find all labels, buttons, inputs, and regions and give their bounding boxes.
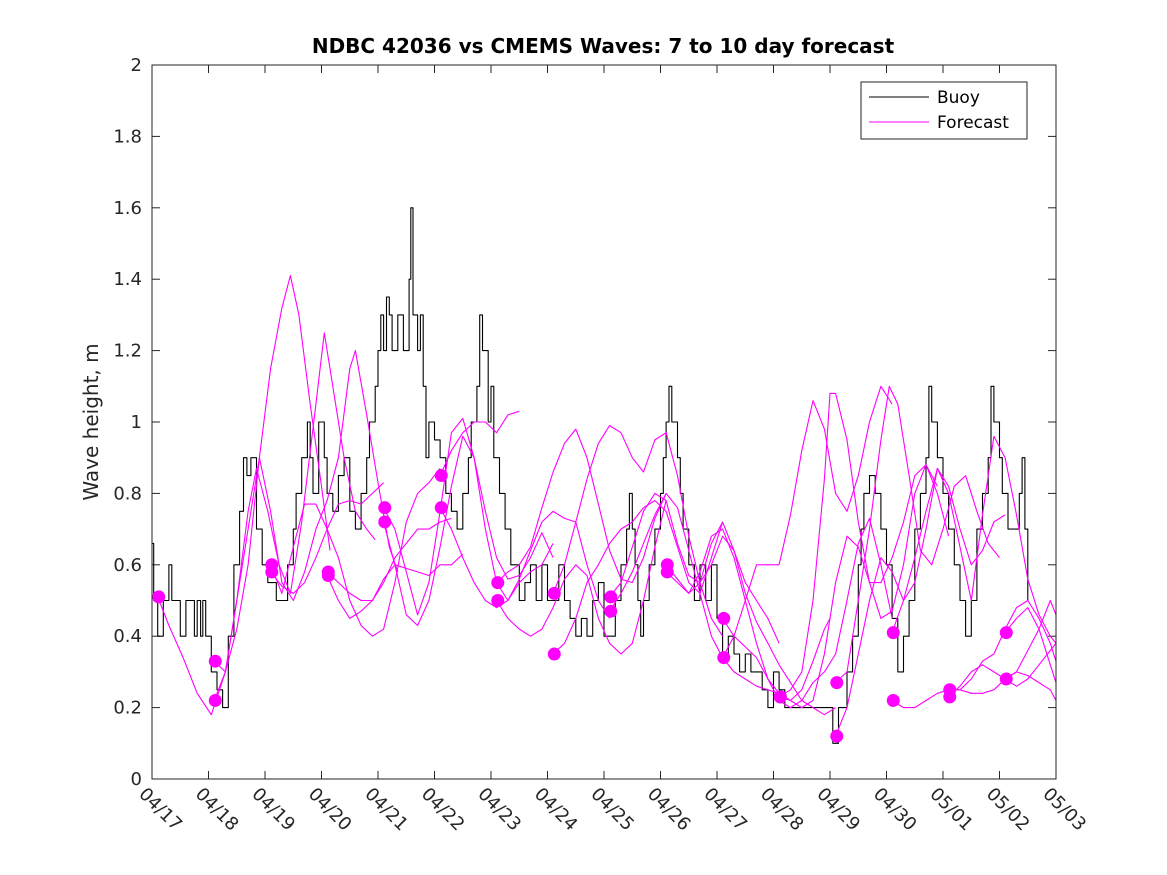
y-tick-labels: 0 0.2 0.4 0.6 0.8 1 1.2 1.4 1.6 1.8 2	[113, 55, 142, 790]
forecast-series-line	[496, 500, 667, 655]
forecast-start-marker	[943, 690, 957, 704]
forecast-series-line	[552, 425, 724, 637]
forecast-start-marker	[547, 647, 561, 661]
y-tick-label: 0.8	[113, 483, 142, 504]
forecast-start-marker	[717, 651, 731, 665]
forecast-start-markers	[152, 469, 1013, 743]
forecast-series-line	[213, 350, 399, 673]
forecast-series-line	[383, 435, 554, 627]
forecast-series-line	[1004, 607, 1056, 683]
forecast-series-line	[722, 385, 893, 658]
forecast-series-line	[609, 492, 780, 644]
forecast-series-line	[891, 671, 1056, 709]
forecast-start-marker	[434, 501, 448, 515]
chart-title: NDBC 42036 vs CMEMS Waves: 7 to 10 day f…	[312, 34, 895, 58]
forecast-series-line	[439, 507, 611, 619]
forecast-start-marker	[491, 594, 505, 607]
forecast-start-marker	[604, 590, 618, 604]
plot-area	[151, 64, 1057, 780]
forecast-start-marker	[265, 565, 279, 579]
y-tick-label: 1.8	[113, 126, 142, 147]
forecast-start-marker	[717, 611, 731, 625]
y-axis-label: Wave height, m	[79, 343, 103, 500]
forecast-series-line	[213, 332, 376, 701]
forecast-start-marker	[773, 690, 787, 704]
forecast-start-marker	[434, 469, 448, 483]
legend-buoy-label: Buoy	[937, 88, 980, 108]
forecast-series-line	[157, 275, 331, 716]
y-tick-label: 1	[131, 412, 142, 433]
forecast-start-marker	[208, 693, 222, 707]
y-tick-label: 2	[131, 55, 142, 76]
forecast-series-line	[270, 468, 441, 637]
forecast-series-line	[496, 428, 667, 584]
forecast-series-line	[722, 517, 893, 709]
forecast-start-marker	[830, 676, 844, 690]
legend-box	[860, 81, 1028, 140]
forecast-start-marker	[208, 654, 222, 668]
forecast-start-marker	[547, 586, 561, 600]
y-tick-label: 1.6	[113, 198, 142, 219]
y-tick-label: 0	[131, 769, 142, 790]
y-tick-label: 0.6	[113, 555, 142, 576]
forecast-start-marker	[886, 626, 900, 640]
forecast-series-line	[891, 435, 1056, 644]
forecast-start-marker	[660, 565, 674, 579]
y-tick-label: 0.2	[113, 698, 142, 719]
forecast-series-line	[835, 385, 1000, 684]
forecast-start-marker	[378, 501, 392, 515]
forecast-series-line	[778, 392, 938, 698]
legend-forecast-label: Forecast	[937, 113, 1009, 133]
forecast-series-line	[665, 528, 831, 702]
forecast-start-marker	[604, 604, 618, 618]
forecast-start-marker	[378, 515, 392, 529]
forecast-start-marker	[152, 590, 166, 604]
forecast-start-marker	[830, 729, 844, 743]
forecast-series-line	[609, 492, 780, 694]
forecast-series-line	[1004, 642, 1056, 687]
y-tick-label: 1.4	[113, 269, 142, 290]
y-tick-label: 0.4	[113, 626, 142, 647]
forecast-start-marker	[886, 693, 900, 707]
y-tick-label: 1.2	[113, 341, 142, 362]
forecast-series-line	[270, 482, 384, 594]
forecast-start-marker	[999, 626, 1013, 640]
forecast-series-line	[326, 517, 452, 602]
forecast-series-line	[439, 410, 520, 476]
forecast-start-marker	[999, 672, 1013, 686]
forecast-start-marker	[321, 569, 335, 583]
buoy-series-line	[152, 207, 1029, 744]
forecast-series-line	[383, 417, 554, 616]
forecast-start-marker	[491, 576, 505, 590]
legend: Buoy Forecast	[860, 81, 1028, 140]
